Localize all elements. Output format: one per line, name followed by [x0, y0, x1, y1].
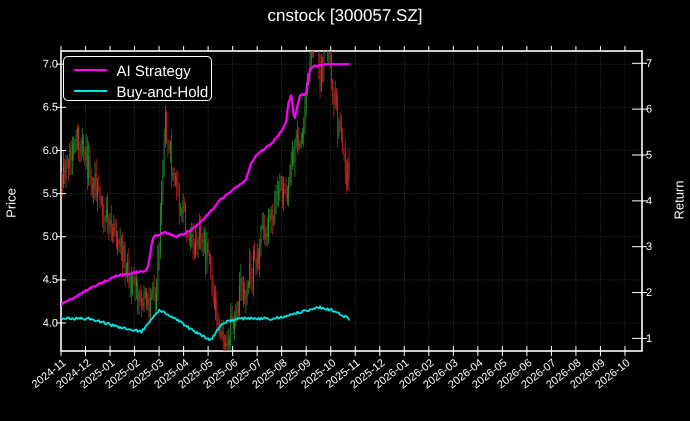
svg-text:5: 5	[646, 150, 652, 162]
svg-text:2: 2	[646, 287, 652, 299]
svg-text:3: 3	[646, 241, 652, 253]
svg-text:4: 4	[646, 195, 652, 207]
svg-text:5.0: 5.0	[43, 231, 58, 243]
svg-text:4.5: 4.5	[43, 274, 58, 286]
svg-text:6: 6	[646, 104, 652, 116]
svg-text:6.0: 6.0	[43, 145, 58, 157]
svg-text:6.5: 6.5	[43, 102, 58, 114]
svg-text:4.0: 4.0	[43, 317, 58, 329]
svg-text:5.5: 5.5	[43, 188, 58, 200]
svg-text:1: 1	[646, 333, 652, 345]
svg-text:7: 7	[646, 58, 652, 70]
svg-text:7.0: 7.0	[43, 59, 58, 71]
